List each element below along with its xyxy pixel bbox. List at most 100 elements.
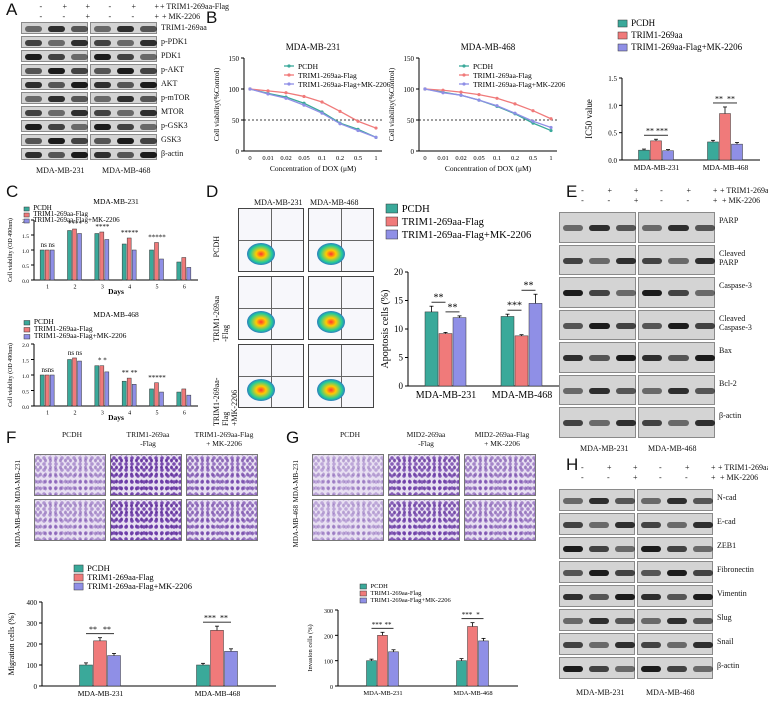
blot-row-label: E-cad xyxy=(717,517,736,526)
significance-label: *** xyxy=(204,614,216,623)
blot-band xyxy=(48,96,65,102)
blot-band xyxy=(563,570,583,576)
bar xyxy=(638,149,650,161)
blot-band xyxy=(563,225,584,232)
legend-marker xyxy=(287,73,291,77)
treatment-label: + TRIM1-269aa-Flag xyxy=(718,463,768,472)
bar xyxy=(99,231,105,281)
significance-label: * xyxy=(476,611,480,619)
bar xyxy=(719,113,731,161)
micrograph xyxy=(464,454,536,496)
panel-g-images: PCDH MID2-269aa -Flag MID2-269aa-Flag + MK… xyxy=(292,430,558,580)
blot-band xyxy=(667,642,687,648)
significance-label: ** xyxy=(448,302,458,313)
blot-strip xyxy=(21,148,88,160)
plus-minus: + xyxy=(62,2,68,11)
data-point xyxy=(320,111,324,115)
blot-strip xyxy=(90,92,157,104)
bar xyxy=(731,143,743,161)
significance-label: *** xyxy=(372,621,383,629)
legend-label: TRIM1-269aa-Flag+MK-2206 xyxy=(87,581,192,591)
blot-strip xyxy=(637,657,713,679)
image-row-label: MDA-MB-468 xyxy=(14,505,22,548)
significance-label: ***** xyxy=(148,374,166,382)
blot-strip xyxy=(90,120,157,132)
treatment-label: + MK-2206 xyxy=(722,196,761,205)
micrograph xyxy=(388,454,460,496)
blot-strip xyxy=(559,407,636,438)
blot-band xyxy=(642,257,663,264)
cell-cloud xyxy=(247,379,275,401)
bar xyxy=(452,317,467,387)
data-point xyxy=(374,135,378,139)
panel-f-images: PCDH TRIM1-269aa -Flag TRIM1-269aa-Flag + … xyxy=(14,430,280,580)
treatment-label: + MK-2206 xyxy=(720,473,759,482)
significance-label: ** ** xyxy=(122,369,138,377)
data-point xyxy=(549,128,553,133)
plus-minus: + xyxy=(85,12,91,21)
blot-band xyxy=(48,68,65,74)
chart-f1: 0 100 200 300 400 MDA-MB-231 MDA-MB-468 Migrati… xyxy=(7,563,276,698)
blot-strip xyxy=(21,106,88,118)
legend-label: PCDH xyxy=(371,583,389,590)
x-tick-label: 3 xyxy=(101,411,104,417)
legend-label: TRIM1-269aa-Flag xyxy=(87,572,154,582)
blot-band xyxy=(694,257,715,264)
plus-minus: - xyxy=(607,473,610,482)
legend-label: TRIM1-269aa-Flag+MK-2206 xyxy=(371,597,452,604)
legend-label: TRIM1-269aa-Flag xyxy=(473,71,532,80)
blot-band xyxy=(117,152,134,158)
blot-band xyxy=(48,124,65,130)
blot-row-label: Cleaved Caspase-3 xyxy=(719,313,752,332)
blot-band xyxy=(48,26,65,32)
bar xyxy=(77,360,82,407)
x-tick-label: 4 xyxy=(128,411,131,417)
blot-row-label: AKT xyxy=(161,79,178,88)
quadrant-line xyxy=(309,376,373,377)
blot-band xyxy=(71,138,88,144)
blot-strip xyxy=(90,36,157,48)
data-point xyxy=(513,111,517,115)
flow-plot xyxy=(238,208,304,272)
flow-col-label: MDA-MB-231 xyxy=(254,198,303,207)
treatment-label: + TRIM1-269aa-Flag xyxy=(720,186,768,195)
plus-minus: - xyxy=(581,196,584,205)
blot-band xyxy=(667,570,687,576)
bar xyxy=(149,388,154,407)
blot-band xyxy=(615,322,636,329)
blot-band xyxy=(563,290,584,297)
chart-g1: 0 100 200 300 MDA-MB-231 MDA-MB-468 Invasion c… xyxy=(307,583,518,697)
chart-title: MDA-MB-468 xyxy=(93,310,139,319)
blot-band xyxy=(589,618,609,624)
blot-strip xyxy=(559,277,636,308)
y-tick-label: 0 xyxy=(236,148,240,156)
blot-band xyxy=(641,642,661,648)
plus-minus: + xyxy=(633,463,638,472)
blot-band xyxy=(615,594,635,600)
significance-label: ** xyxy=(89,625,97,634)
legend-swatch xyxy=(23,320,31,326)
y-axis-label: IC50 value xyxy=(584,99,594,139)
blot-strip xyxy=(90,148,157,160)
bar xyxy=(154,242,159,281)
blot-band xyxy=(71,124,88,130)
blot-strip xyxy=(21,92,88,104)
y-tick-label: 0.5 xyxy=(608,130,617,138)
blot-band xyxy=(563,420,584,427)
y-tick-label: 0 xyxy=(34,683,38,691)
bar xyxy=(77,233,82,281)
data-point xyxy=(549,117,553,121)
plus-minus: - xyxy=(39,12,43,21)
x-tick-label: MDA-MB-468 xyxy=(453,690,492,697)
bar xyxy=(159,258,164,281)
legend-swatch xyxy=(23,334,31,340)
y-tick-label: 0 xyxy=(411,148,415,156)
significance-label: ** xyxy=(646,127,654,136)
blot-band xyxy=(641,498,661,504)
blot-band xyxy=(117,54,134,60)
image-col-label: MID2-269aa -Flag xyxy=(406,430,446,448)
significance-label: ** xyxy=(385,621,393,629)
blot-band xyxy=(615,355,636,362)
blot-band xyxy=(48,40,65,46)
blot-band xyxy=(71,96,88,102)
